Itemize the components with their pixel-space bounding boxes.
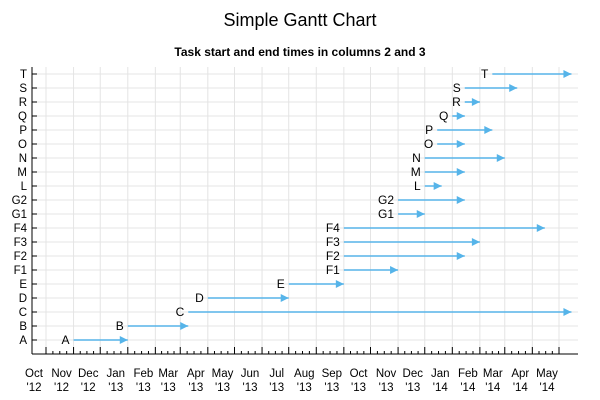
y-tick-label: O [18, 139, 27, 151]
task-label-f4: F4 [326, 221, 340, 235]
x-tick-year: '13 [161, 382, 176, 394]
task-label-o: O [424, 137, 433, 151]
x-tick-month: Apr [511, 368, 529, 380]
y-tick-label: F1 [14, 265, 27, 277]
y-tick-label: F2 [14, 251, 27, 263]
x-tick-month: Nov [51, 368, 72, 380]
task-label-m: M [411, 165, 421, 179]
y-tick-label: G1 [12, 209, 27, 221]
y-tick-label: T [20, 69, 27, 81]
x-tick-month: Dec [78, 368, 99, 380]
y-tick-label: S [19, 83, 27, 95]
y-tick-label: R [19, 97, 27, 109]
task-label-b: B [116, 319, 124, 333]
y-tick-label: L [21, 181, 28, 193]
task-label-s: S [453, 81, 461, 95]
y-tick-label: Q [18, 111, 27, 123]
x-tick-year: '12 [81, 382, 96, 394]
y-tick-label: B [19, 321, 27, 333]
x-axis: Oct '12 Nov '12 Dec '12 Jan '13 Feb '13 Mar '13 Apr '… [25, 347, 560, 394]
x-tick-year: '13 [351, 382, 366, 394]
x-tick-month: May [212, 368, 234, 380]
x-tick-year: '14 [513, 382, 529, 394]
x-tick-month: Jan [107, 368, 126, 380]
task-label-t: T [481, 67, 489, 81]
x-tick-month: Jun [241, 368, 260, 380]
task-label-f2: F2 [326, 249, 340, 263]
x-tick-month: Jan [431, 368, 450, 380]
x-tick-month: Dec [403, 368, 424, 380]
x-tick-year: '13 [405, 382, 420, 394]
task-label-q: Q [439, 109, 448, 123]
y-tick-label: E [19, 279, 27, 291]
x-tick-year: '13 [243, 382, 258, 394]
grid [32, 67, 578, 354]
task-label-d: D [195, 291, 204, 305]
x-tick-month: Oct [25, 368, 44, 380]
y-tick-label: P [19, 125, 27, 137]
task-label-a: A [62, 333, 70, 347]
x-tick-month: Aug [294, 368, 314, 380]
x-tick-year: '13 [379, 382, 394, 394]
task-label-n: N [412, 151, 421, 165]
y-tick-label: C [19, 307, 27, 319]
x-tick-year: '12 [27, 382, 42, 394]
x-tick-month: Feb [133, 368, 153, 380]
x-tick-year: '14 [485, 382, 501, 394]
x-tick-month: May [536, 368, 558, 380]
task-label-g1: G1 [378, 207, 394, 221]
x-tick-year: '13 [188, 382, 203, 394]
x-tick-month: Feb [458, 368, 478, 380]
x-tick-year: '13 [136, 382, 151, 394]
task-label-f1: F1 [326, 263, 340, 277]
chart-title: Simple Gantt Chart [223, 10, 377, 30]
x-tick-year: '12 [54, 382, 69, 394]
x-tick-month: Nov [376, 368, 397, 380]
task-label-g2: G2 [378, 193, 394, 207]
x-tick-month: Oct [350, 368, 369, 380]
chart-subtitle: Task start and end times in columns 2 an… [174, 45, 426, 59]
y-tick-label: F3 [14, 237, 27, 249]
x-tick-month: Sep [322, 368, 342, 380]
y-tick-label: M [17, 167, 27, 179]
x-tick-year: '14 [540, 382, 556, 394]
task-label-l: L [414, 179, 421, 193]
x-tick-year: '14 [433, 382, 449, 394]
x-tick-year: '13 [324, 382, 339, 394]
y-tick-label: F4 [14, 223, 28, 235]
y-tick-label: D [19, 293, 27, 305]
y-tick-label: N [19, 153, 27, 165]
x-tick-month: Jul [269, 368, 284, 380]
task-label-c: C [176, 305, 185, 319]
x-tick-month: Mar [483, 368, 503, 380]
x-tick-year: '14 [460, 382, 476, 394]
task-label-r: R [452, 95, 461, 109]
task-label-f3: F3 [326, 235, 340, 249]
task-label-p: P [425, 123, 433, 137]
x-tick-year: '13 [269, 382, 284, 394]
x-tick-month: Apr [187, 368, 205, 380]
plot-frame [31, 67, 578, 355]
x-tick-month: Mar [158, 368, 178, 380]
x-tick-year: '13 [297, 382, 312, 394]
x-tick-year: '13 [215, 382, 230, 394]
y-tick-label: A [19, 335, 27, 347]
task-label-e: E [277, 277, 285, 291]
y-tick-label: G2 [12, 195, 27, 207]
x-tick-year: '13 [108, 382, 123, 394]
